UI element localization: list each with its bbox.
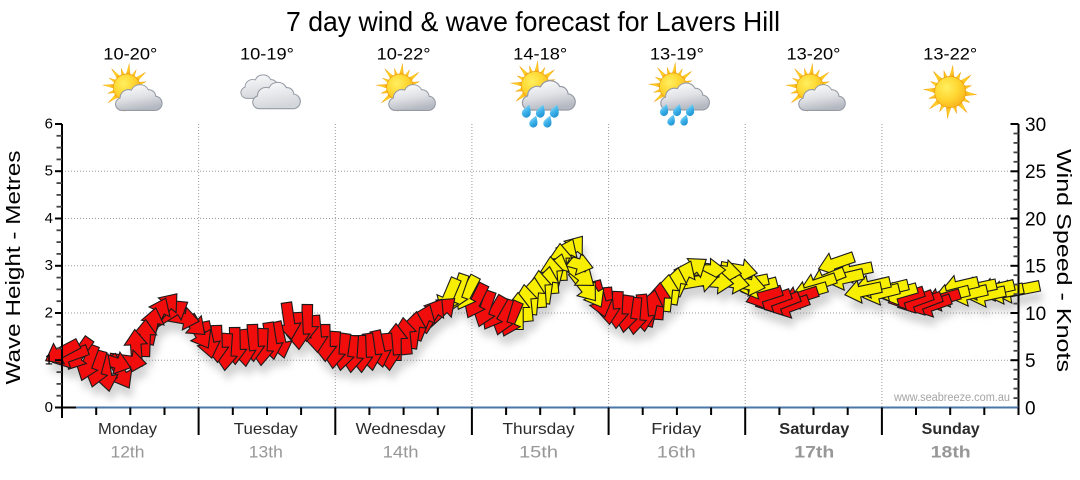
svg-text:3: 3 [45,257,53,274]
svg-text:Friday: Friday [651,421,701,438]
svg-text:0: 0 [1025,398,1036,419]
svg-text:Wave Height - Metres: Wave Height - Metres [3,151,25,385]
svg-text:Tuesday: Tuesday [234,421,298,438]
svg-text:30: 30 [1025,115,1046,136]
svg-text:10-20°: 10-20° [103,46,157,64]
svg-text:Sunday: Sunday [922,421,980,438]
svg-text:14-18°: 14-18° [513,46,567,64]
svg-text:Wind Speed - Knots: Wind Speed - Knots [1052,149,1074,372]
svg-text:5: 5 [1025,351,1036,372]
svg-text:6: 6 [45,115,53,132]
svg-text:Wednesday: Wednesday [356,421,446,438]
svg-text:12th: 12th [111,444,145,462]
svg-text:4: 4 [45,210,53,227]
svg-text:13-19°: 13-19° [650,46,704,64]
svg-text:18th: 18th [931,444,971,462]
svg-text:Thursday: Thursday [503,421,575,438]
svg-text:17th: 17th [794,444,834,462]
svg-text:10: 10 [1025,304,1046,325]
svg-text:Saturday: Saturday [779,421,849,438]
svg-text:0: 0 [45,399,53,416]
svg-text:16th: 16th [657,444,696,462]
svg-text:15th: 15th [519,444,558,462]
svg-text:www.seabreeze.com.au: www.seabreeze.com.au [893,392,1010,404]
svg-text:2: 2 [45,304,53,321]
svg-text:15: 15 [1025,257,1046,278]
svg-text:14th: 14th [383,444,419,462]
svg-text:20: 20 [1025,209,1046,230]
svg-text:Monday: Monday [98,421,157,438]
svg-text:5: 5 [45,163,53,180]
svg-text:25: 25 [1025,162,1046,183]
svg-text:13th: 13th [249,444,283,462]
svg-text:1: 1 [45,352,53,369]
svg-text:7 day wind & wave forecast for: 7 day wind & wave forecast for Lavers Hi… [286,6,780,37]
svg-text:10-22°: 10-22° [377,46,431,64]
svg-text:13-22°: 13-22° [923,46,977,64]
svg-text:10-19°: 10-19° [240,46,294,64]
svg-text:13-20°: 13-20° [787,46,841,64]
